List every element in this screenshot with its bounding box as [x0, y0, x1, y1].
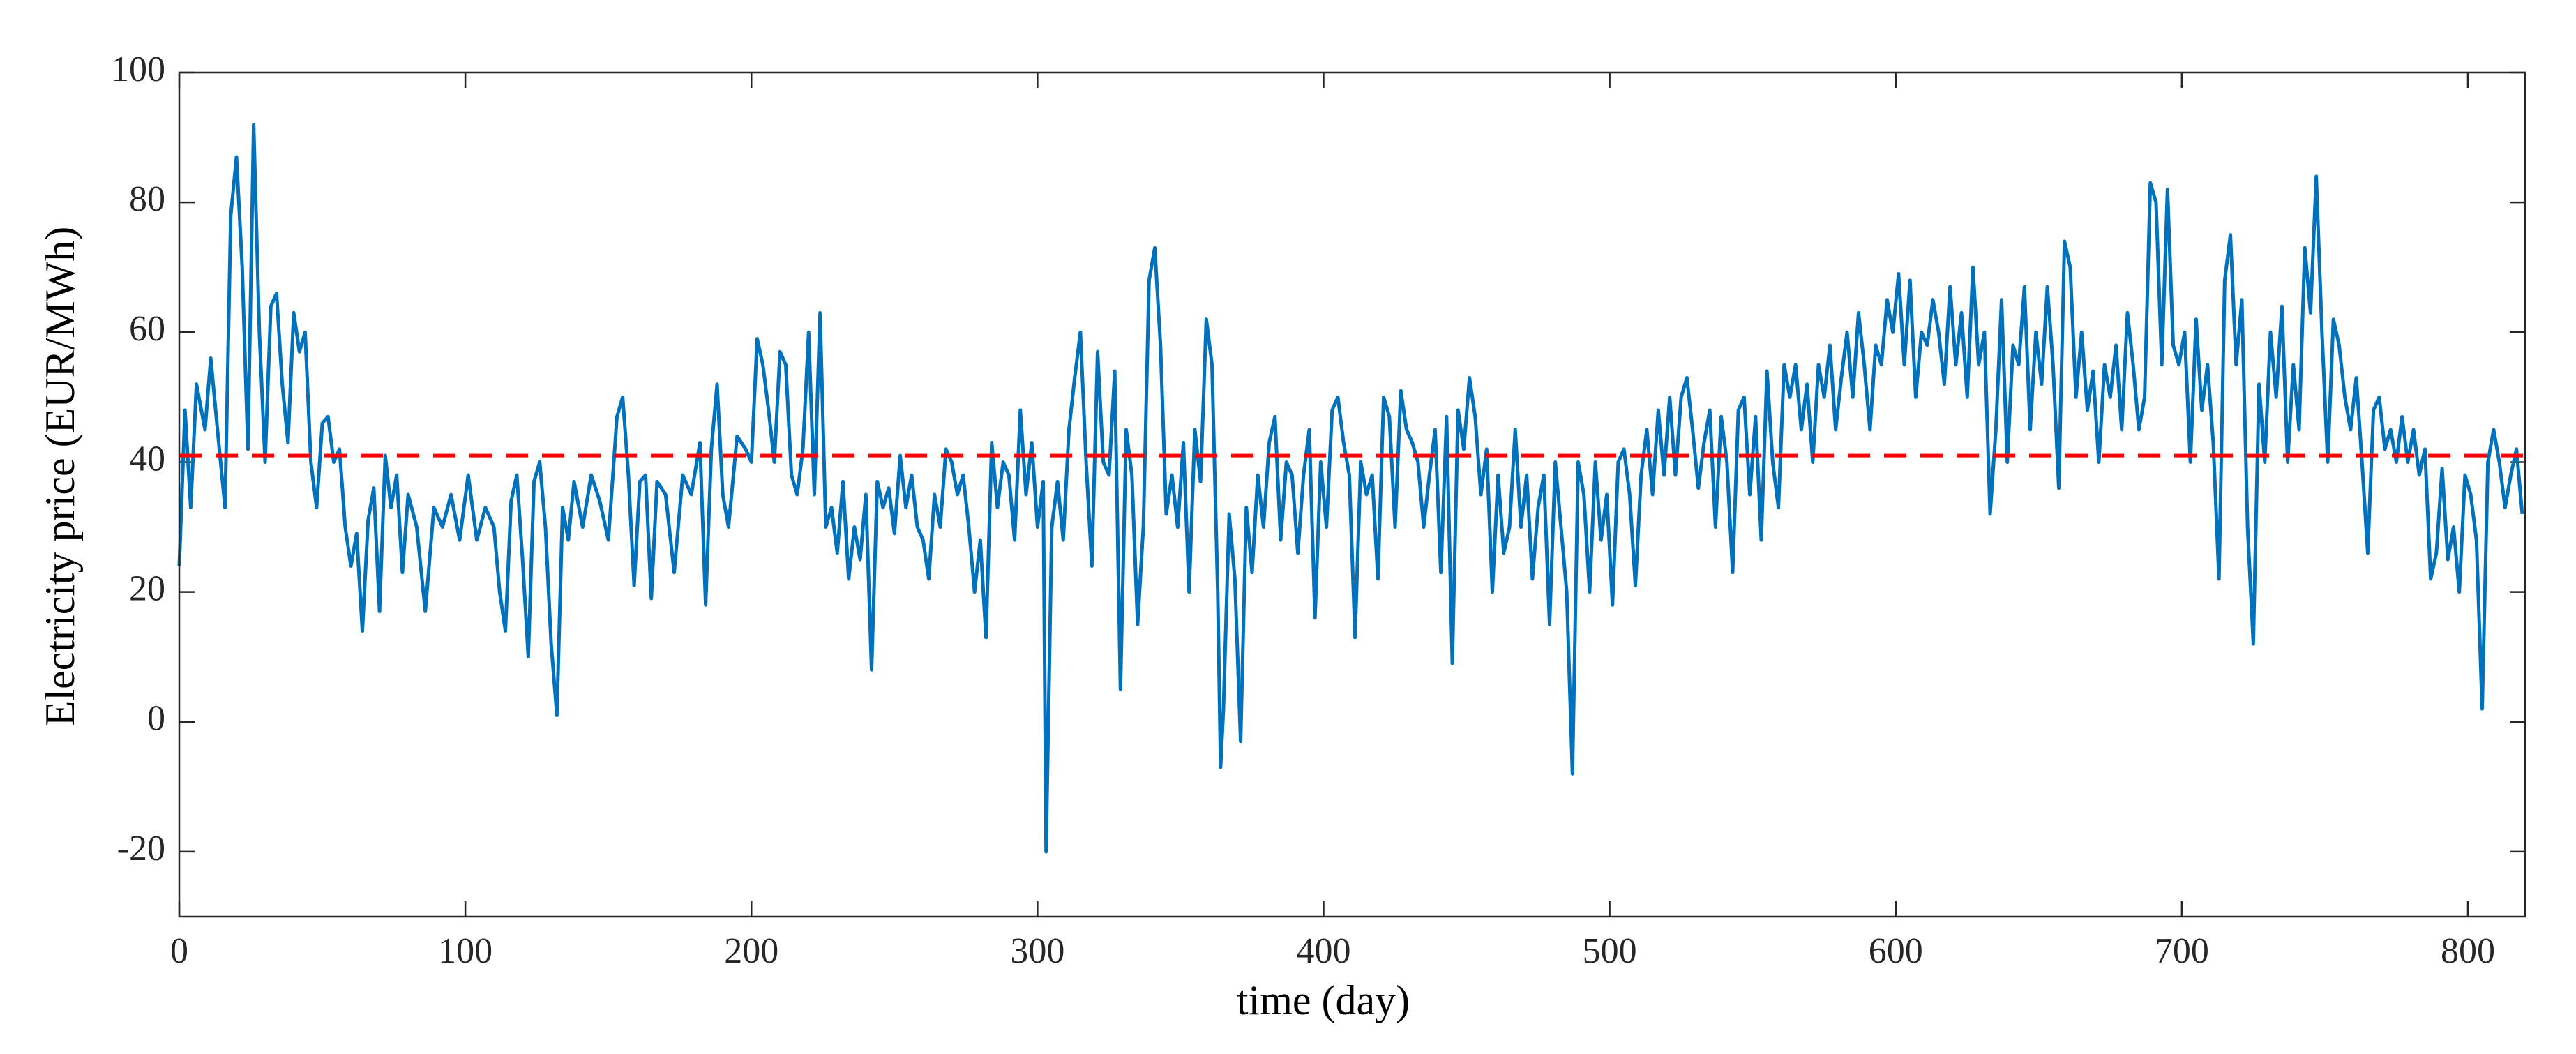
y-tick-label: 100: [111, 50, 165, 89]
y-tick-label: 0: [147, 699, 165, 739]
x-axis-label: time (day): [1237, 977, 1410, 1023]
price-line: [177, 122, 2524, 854]
x-tick-label: 500: [1583, 931, 1637, 971]
x-tick-label: 700: [2155, 931, 2209, 971]
x-tick-label: 300: [1010, 931, 1064, 971]
x-tick-label: 200: [724, 931, 778, 971]
x-tick-label: 100: [438, 931, 492, 971]
y-tick-label: 60: [129, 309, 165, 349]
plot-frame: [178, 71, 2526, 918]
x-tick-label: 0: [170, 931, 188, 971]
x-tick-label: 600: [1869, 931, 1923, 971]
x-tick-label: 800: [2441, 931, 2495, 971]
y-tick-label: 80: [129, 179, 165, 219]
x-tick-label: 400: [1296, 931, 1350, 971]
y-tick-label: -20: [117, 829, 165, 868]
y-tick-label: 20: [129, 569, 165, 609]
y-tick-label: 40: [129, 439, 165, 479]
y-axis-label: Electricity price (EUR/MWh): [37, 227, 83, 726]
